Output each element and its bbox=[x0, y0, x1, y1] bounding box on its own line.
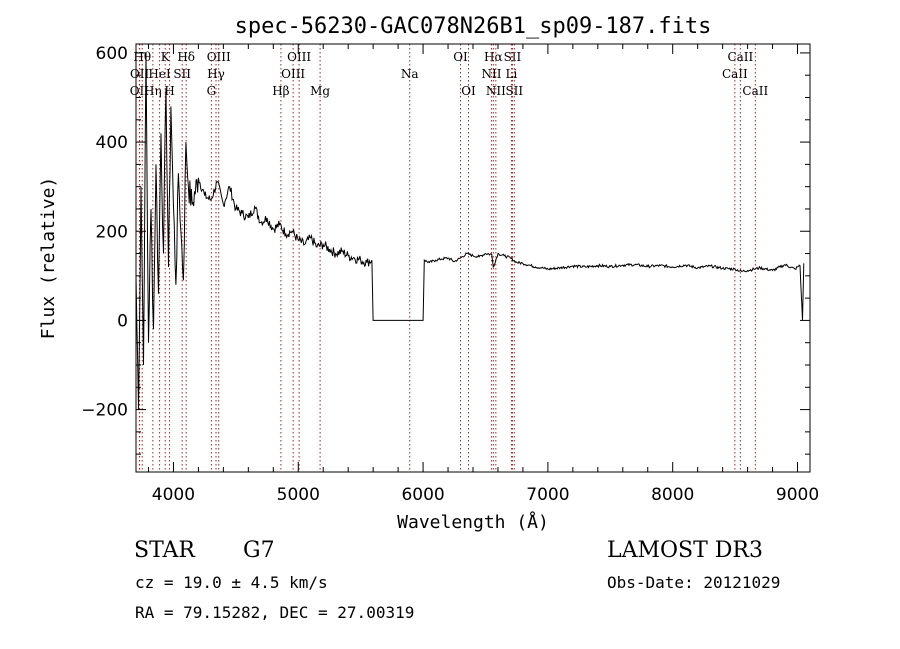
line-marker-label: CaII bbox=[727, 50, 753, 64]
chart-title: spec-56230-GAC078N26B1_sp09-187.fits bbox=[235, 14, 712, 39]
x-tick-label: 6000 bbox=[401, 485, 444, 505]
x-tick-label: 5000 bbox=[277, 485, 320, 505]
line-marker-label: Hδ bbox=[177, 50, 195, 64]
line-marker-label: NII bbox=[481, 67, 501, 81]
line-marker-label: Hα bbox=[484, 50, 503, 64]
spectrum-series bbox=[135, 52, 805, 410]
y-tick-label: 600 bbox=[96, 44, 128, 64]
line-marker-label: OIII bbox=[281, 67, 305, 81]
line-marker-label: Na bbox=[401, 67, 419, 81]
observation-date: Obs-Date: 20121029 bbox=[607, 573, 781, 592]
y-axis: −200 0 200 400 600 bbox=[81, 44, 810, 455]
line-marker-label: OII bbox=[130, 67, 150, 81]
line-marker-label: Mg bbox=[310, 84, 330, 98]
y-tick-label: 200 bbox=[96, 222, 128, 242]
x-tick-label: 4000 bbox=[152, 485, 195, 505]
x-axis-label: Wavelength (Å) bbox=[397, 511, 549, 533]
line-marker-label: NII bbox=[486, 84, 506, 98]
plot-frame bbox=[135, 43, 811, 473]
x-tick-label: 7000 bbox=[526, 485, 569, 505]
line-marker-label: SII bbox=[504, 50, 522, 64]
y-tick-label: −200 bbox=[81, 401, 128, 421]
line-marker-label: G bbox=[207, 84, 217, 98]
line-marker-label: OIII bbox=[287, 50, 311, 64]
object-class: STAR bbox=[134, 538, 195, 563]
y-tick-label: 400 bbox=[96, 133, 128, 153]
coordinates: RA = 79.15282, DEC = 27.00319 bbox=[135, 603, 415, 622]
line-markers: OIIHθOIIHηHeIKSIIHHδGHγOIIIHβOIIIOIIIMgN… bbox=[130, 44, 768, 472]
line-marker-label: OI bbox=[453, 50, 468, 64]
line-marker-label: OII bbox=[130, 84, 150, 98]
survey-name: LAMOST DR3 bbox=[607, 538, 763, 563]
redshift-value: cz = 19.0 ± 4.5 km/s bbox=[135, 573, 328, 592]
line-marker-label: H bbox=[164, 84, 174, 98]
line-marker-label: Li bbox=[506, 67, 518, 81]
y-tick-label: 0 bbox=[117, 311, 128, 331]
x-axis: 4000 5000 6000 7000 8000 9000 bbox=[147, 44, 819, 505]
object-subclass: G7 bbox=[243, 538, 275, 563]
line-marker-label: CaII bbox=[742, 84, 768, 98]
line-marker-label: HeI bbox=[148, 67, 171, 81]
line-marker-label: Hη bbox=[144, 84, 162, 98]
line-marker-label: Hθ bbox=[133, 50, 151, 64]
line-marker-label: SII bbox=[505, 84, 523, 98]
line-marker-label: Hβ bbox=[272, 84, 289, 98]
line-marker-label: OIII bbox=[207, 50, 231, 64]
line-marker-label: SII bbox=[173, 67, 191, 81]
x-tick-label: 9000 bbox=[776, 485, 819, 505]
line-marker-label: OI bbox=[461, 84, 476, 98]
line-marker-label: K bbox=[161, 50, 171, 64]
x-tick-label: 8000 bbox=[651, 485, 694, 505]
line-marker-label: CaII bbox=[722, 67, 748, 81]
y-axis-label: Flux (relative) bbox=[38, 177, 59, 340]
line-marker-label: Hγ bbox=[207, 67, 225, 81]
spectrum-line bbox=[135, 52, 805, 410]
